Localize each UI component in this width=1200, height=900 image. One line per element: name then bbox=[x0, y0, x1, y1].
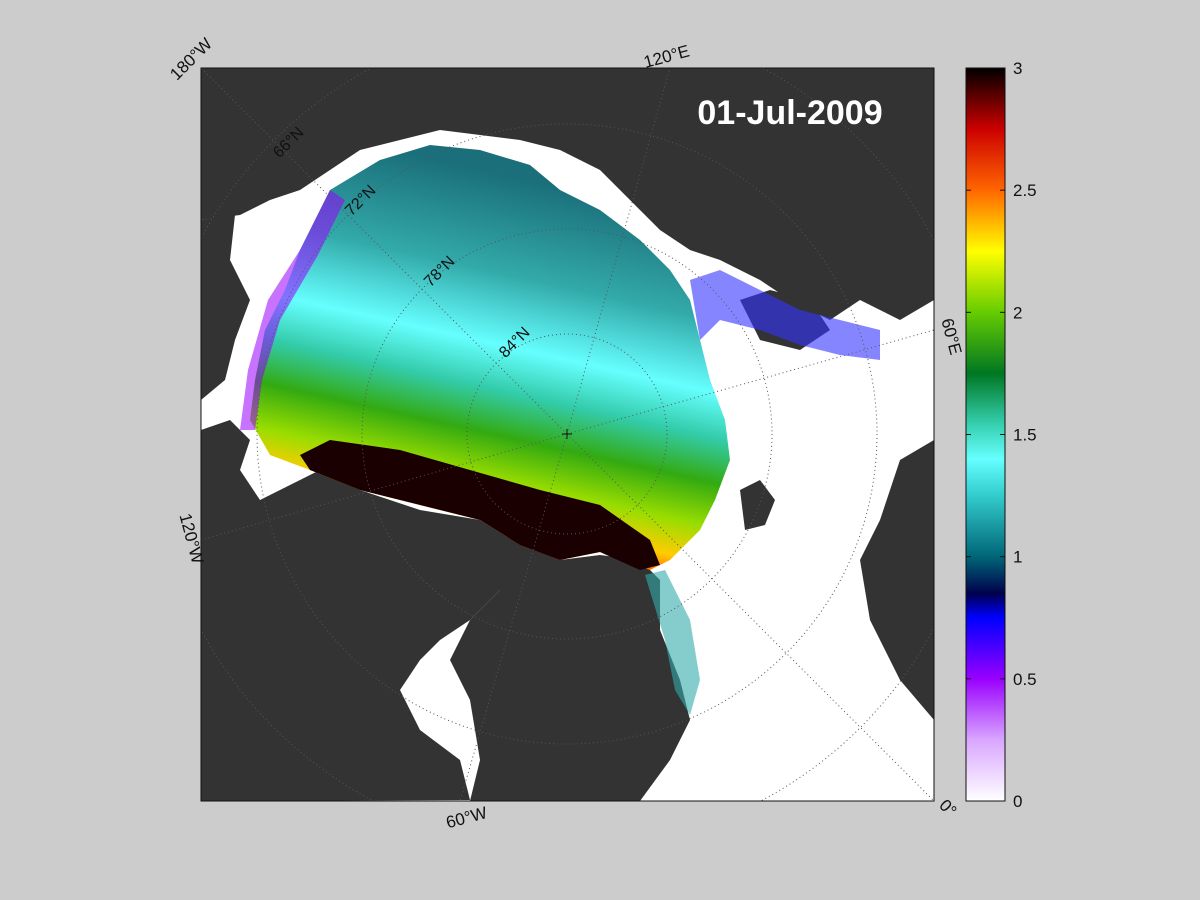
graticule bbox=[201, 68, 934, 801]
colorbar-scale bbox=[965, 67, 1006, 802]
colorbar-tick-label: 1 bbox=[1013, 548, 1022, 567]
colorbar-tick-label: 0 bbox=[1013, 792, 1022, 811]
colorbar-tick-label: 1.5 bbox=[1013, 426, 1037, 445]
land-siberia bbox=[201, 68, 934, 320]
land-alaska bbox=[201, 215, 250, 400]
map-frame bbox=[200, 67, 935, 802]
colorbar-tick-label: 0.5 bbox=[1013, 670, 1037, 689]
date-label: 01-Jul-2009 bbox=[697, 94, 882, 132]
lon-label-120e: 120°E bbox=[642, 41, 692, 71]
land-greenland bbox=[440, 520, 690, 801]
map-panel: 66°N 72°N 78°N 84°N 01-Jul-2009 bbox=[201, 68, 934, 801]
colorbar-tick-label: 3 bbox=[1013, 59, 1022, 78]
pole-marker bbox=[562, 429, 572, 439]
land-scandinavia bbox=[860, 440, 934, 720]
thin-ice-margin-barents bbox=[690, 270, 880, 360]
colorbar-ticks: 3 2.5 2 1.5 1 0.5 0 bbox=[966, 59, 1037, 811]
colorbar: 3 2.5 2 1.5 1 0.5 0 bbox=[965, 59, 1037, 811]
land-svalbard bbox=[740, 480, 775, 530]
lon-label-0: 0° bbox=[935, 796, 960, 821]
thin-ice-margin-pacific bbox=[240, 190, 345, 430]
colorbar-tick-label: 2.5 bbox=[1013, 181, 1037, 200]
lon-label-60w: 60°W bbox=[444, 803, 489, 832]
lon-label-60e: 60°E bbox=[937, 316, 965, 357]
thick-ice-band bbox=[300, 440, 660, 570]
thin-ice-margin-greenland bbox=[645, 570, 700, 715]
colorbar-tick-label: 2 bbox=[1013, 303, 1022, 322]
